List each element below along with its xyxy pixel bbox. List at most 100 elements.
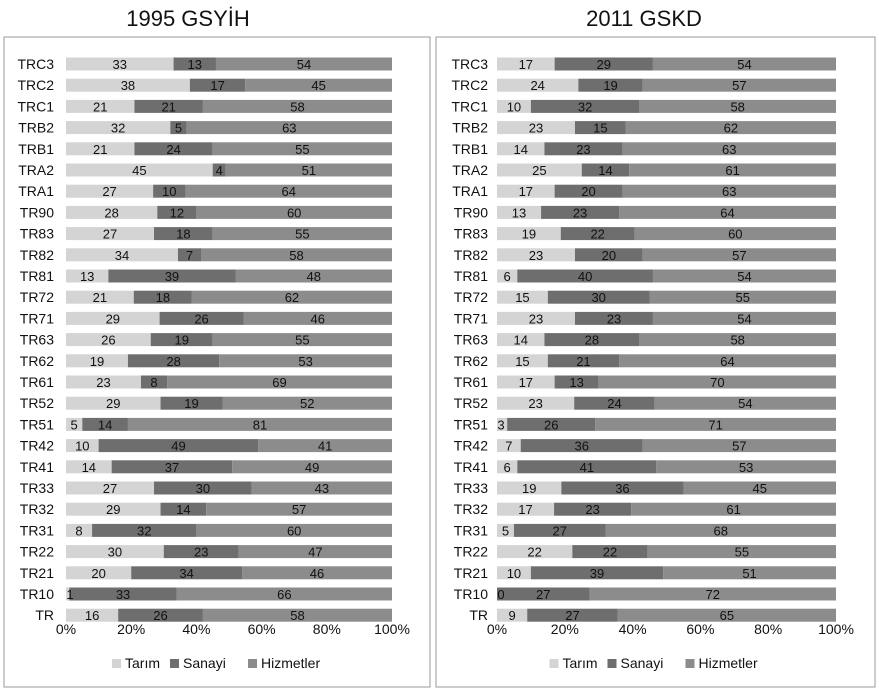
bar-segment-hizmetler: [625, 121, 836, 135]
bar-segment-sanayi: [212, 163, 226, 177]
x-tick-label: 20%: [117, 621, 145, 637]
data-label: 39: [590, 566, 604, 581]
bar-segment-hizmetler: [206, 502, 392, 516]
bar-segment-tarım: [497, 460, 518, 474]
data-label: 13: [512, 205, 526, 220]
data-label: 15: [515, 290, 529, 305]
data-label: 32: [111, 121, 125, 136]
row-label: TRC1: [17, 98, 54, 114]
row-label: TR90: [454, 204, 488, 220]
bar-segment-sanayi: [527, 608, 618, 622]
data-label: 55: [736, 290, 750, 305]
data-label: 39: [165, 269, 179, 284]
bar-segment-sanayi: [98, 439, 259, 453]
bar-segment-hizmetler: [652, 269, 836, 283]
bar-segment-sanayi: [160, 502, 207, 516]
data-label: 26: [153, 608, 167, 623]
row-label: TRA1: [452, 183, 488, 199]
bar-segment-tarım: [497, 375, 555, 389]
data-label: 16: [85, 608, 99, 623]
legend-label: Tarım: [563, 655, 598, 671]
data-label: 54: [297, 57, 311, 72]
bar-segment-hizmetler: [191, 290, 392, 304]
bar-segment-tarım: [66, 99, 135, 113]
bar-segment-tarım: [497, 608, 528, 622]
data-label: 52: [300, 396, 314, 411]
bar-segment-tarım: [497, 184, 555, 198]
bar-segment-hizmetler: [642, 248, 836, 262]
data-label: 47: [308, 545, 322, 560]
bar-segment-hizmetler: [243, 311, 392, 325]
bar-segment-hizmetler: [639, 333, 836, 347]
bar-segment-tarım: [66, 269, 109, 283]
bar-segment-hizmetler: [654, 396, 836, 410]
bar-segment-sanayi: [150, 333, 213, 347]
row-label: TRA2: [18, 162, 54, 178]
data-label: 15: [593, 121, 607, 136]
bar-segment-sanayi: [127, 354, 220, 368]
data-label: 23: [96, 375, 110, 390]
bar-segment-sanayi: [578, 78, 643, 92]
data-label: 21: [93, 99, 107, 114]
data-label: 41: [318, 439, 332, 454]
data-label: 81: [253, 417, 267, 432]
bar-segment-tarım: [66, 205, 158, 219]
bar-segment-tarım: [66, 163, 213, 177]
data-label: 29: [597, 57, 611, 72]
data-label: 14: [98, 417, 112, 432]
data-label: 30: [591, 290, 605, 305]
row-label: TR61: [454, 374, 488, 390]
bar-segment-sanayi: [572, 545, 648, 559]
bar-segment-sanayi: [544, 333, 640, 347]
bar-segment-hizmetler: [629, 163, 836, 177]
bar-segment-tarım: [66, 184, 154, 198]
bar-segment-hizmetler: [202, 608, 392, 622]
data-label: 54: [737, 269, 751, 284]
data-label: 14: [513, 142, 527, 157]
bar-segment-hizmetler: [222, 396, 392, 410]
data-label: 19: [522, 227, 536, 242]
x-tick-label: 0%: [56, 621, 76, 637]
row-label: TR32: [454, 501, 488, 517]
bar-segment-tarım: [497, 311, 575, 325]
data-label: 64: [720, 205, 734, 220]
bar-segment-tarım: [66, 375, 141, 389]
row-label: TRC2: [17, 77, 54, 93]
data-label: 60: [728, 227, 742, 242]
x-tick-label: 40%: [182, 621, 210, 637]
row-label: TR33: [20, 480, 54, 496]
x-tick-label: 60%: [248, 621, 276, 637]
row-label: TRB2: [452, 120, 488, 136]
data-label: 32: [137, 523, 151, 538]
data-label: 29: [106, 502, 120, 517]
data-label: 58: [730, 333, 744, 348]
data-label: 5: [502, 523, 509, 538]
bar-segment-sanayi: [507, 417, 596, 431]
data-label: 28: [166, 354, 180, 369]
data-label: 19: [90, 354, 104, 369]
data-label: 51: [302, 163, 316, 178]
data-label: 14: [513, 333, 527, 348]
bar-segment-hizmetler: [617, 608, 836, 622]
bar-segment-tarım: [497, 99, 531, 113]
x-tick-label: 60%: [686, 621, 714, 637]
data-label: 55: [735, 545, 749, 560]
data-label: 46: [311, 311, 325, 326]
data-label: 20: [91, 566, 105, 581]
chart-title: 1995 GSYİH: [126, 6, 250, 31]
data-label: 23: [576, 142, 590, 157]
bar-segment-tarım: [497, 57, 555, 71]
data-label: 7: [186, 248, 193, 263]
bar-segment-tarım: [497, 205, 542, 219]
bar-segment-hizmetler: [176, 587, 392, 601]
data-label: 62: [285, 290, 299, 305]
legend-swatch-sanayi: [170, 659, 179, 668]
data-label: 13: [188, 57, 202, 72]
bar-segment-hizmetler: [642, 439, 836, 453]
row-label: TRC3: [17, 56, 54, 72]
row-label: TRA2: [452, 162, 488, 178]
data-label: 58: [290, 99, 304, 114]
data-label: 57: [732, 439, 746, 454]
